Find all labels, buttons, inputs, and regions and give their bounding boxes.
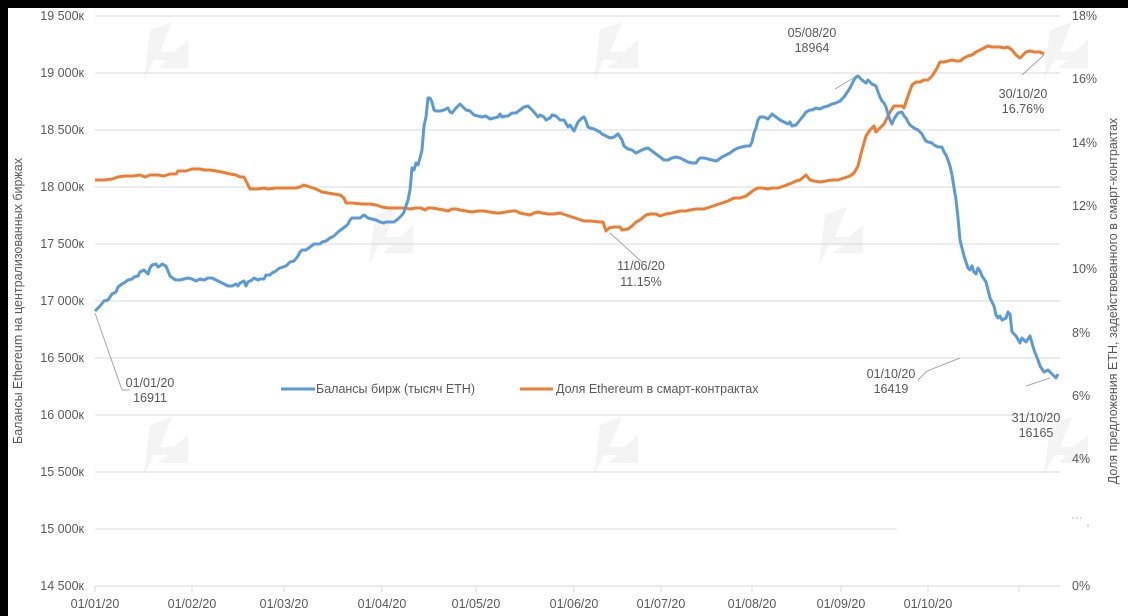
left-axis-labels: 19 500к 19 000к 18 500к 18 000к 17 500к … <box>40 9 84 593</box>
x-axis-ticks <box>94 586 1020 592</box>
svg-text:19 000к: 19 000к <box>40 66 84 80</box>
svg-text:01/09/20: 01/09/20 <box>817 597 866 611</box>
svg-text:16 000к: 16 000к <box>40 408 84 422</box>
svg-text:10%: 10% <box>1072 262 1097 276</box>
svg-text:01/01/20: 01/01/20 <box>71 597 120 611</box>
svg-text:14%: 14% <box>1072 136 1097 150</box>
svg-text:01/05/20: 01/05/20 <box>452 597 501 611</box>
left-axis-title: Балансы Ethereum на централизованных бир… <box>11 157 25 444</box>
svg-text:31/10/20: 31/10/20 <box>1012 411 1061 425</box>
svg-text:16%: 16% <box>1072 72 1097 86</box>
svg-text:19 500к: 19 500к <box>40 9 84 23</box>
svg-text:01/10/20: 01/10/20 <box>867 367 916 381</box>
annotation-labels: 01/01/20 16911 05/08/20 18964 11/06/20 1… <box>126 26 1061 440</box>
svg-text:01/03/20: 01/03/20 <box>260 597 309 611</box>
svg-text:15 000к: 15 000к <box>40 522 84 536</box>
svg-text:16419: 16419 <box>874 382 909 396</box>
svg-text:17 500к: 17 500к <box>40 237 84 251</box>
watermark-logos <box>144 22 1088 475</box>
series-smart-contract-share-line <box>95 44 1045 233</box>
svg-text:11.15%: 11.15% <box>620 275 661 289</box>
right-axis-title: Доля предложения ETH, задействованного в… <box>1106 117 1120 484</box>
svg-text:18 500к: 18 500к <box>40 123 84 137</box>
chart-area <box>8 8 1128 616</box>
legend: Балансы бирж (тысяч ETH) Доля Ethereum в… <box>281 382 759 396</box>
annotation-leader-lines <box>94 54 1051 391</box>
svg-text:0%: 0% <box>1072 579 1090 593</box>
svg-text:01/08/20: 01/08/20 <box>728 597 777 611</box>
right-axis-labels: 18% 16% 14% 12% 10% 8% 6% 4% 0% <box>1072 9 1097 593</box>
svg-text:18 000к: 18 000к <box>40 180 84 194</box>
series-exchange-balances-line <box>93 74 1060 380</box>
svg-text:16.76%: 16.76% <box>1002 102 1044 116</box>
svg-text:17 000к: 17 000к <box>40 294 84 308</box>
svg-text:01/01/20: 01/01/20 <box>126 376 175 390</box>
legend-label-exchange-balances: Балансы бирж (тысяч ETH) <box>316 382 475 396</box>
glitch-mark <box>1072 517 1089 527</box>
svg-text:05/08/20: 05/08/20 <box>788 26 837 40</box>
svg-text:11/06/20: 11/06/20 <box>617 259 665 273</box>
svg-text:16 500к: 16 500к <box>40 351 84 365</box>
svg-text:18964: 18964 <box>795 41 830 55</box>
svg-text:01/10/20: 01/10/20 <box>904 597 953 611</box>
svg-text:15 500к: 15 500к <box>40 465 84 479</box>
gridlines <box>95 15 1060 587</box>
svg-text:16165: 16165 <box>1019 426 1054 440</box>
svg-text:14 500к: 14 500к <box>40 579 84 593</box>
svg-text:30/10/20: 30/10/20 <box>999 87 1048 101</box>
svg-text:01/02/20: 01/02/20 <box>168 597 217 611</box>
svg-text:12%: 12% <box>1072 199 1097 213</box>
svg-text:18%: 18% <box>1072 9 1097 23</box>
svg-text:01/04/20: 01/04/20 <box>358 597 407 611</box>
legend-label-smart-contract-share: Доля Ethereum в смарт-контрактах <box>556 382 759 396</box>
svg-text:4%: 4% <box>1072 452 1090 466</box>
svg-text:01/07/20: 01/07/20 <box>637 597 686 611</box>
svg-text:16911: 16911 <box>133 391 167 405</box>
svg-text:6%: 6% <box>1072 389 1090 403</box>
x-axis-labels: 01/01/20 01/02/20 01/03/20 01/04/20 01/0… <box>71 597 953 611</box>
svg-text:8%: 8% <box>1072 326 1090 340</box>
svg-text:01/06/20: 01/06/20 <box>550 597 599 611</box>
